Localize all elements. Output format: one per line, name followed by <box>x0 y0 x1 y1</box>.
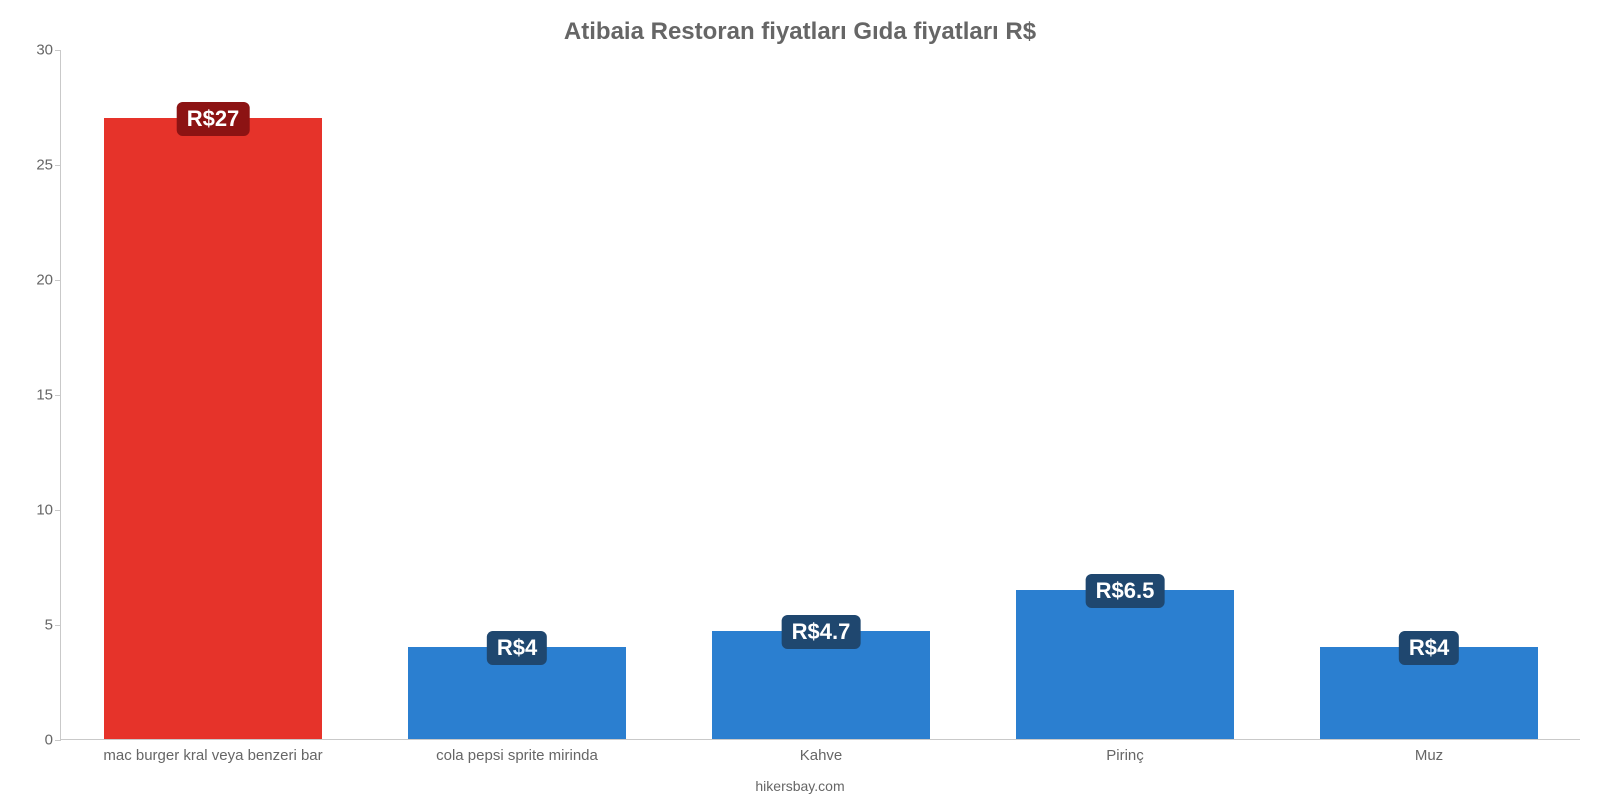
x-category-label: Muz <box>1415 747 1443 764</box>
y-tick-mark <box>55 280 61 281</box>
y-tick-label: 5 <box>21 617 53 634</box>
y-tick-mark <box>55 625 61 626</box>
chart-title: Atibaia Restoran fiyatları Gıda fiyatlar… <box>0 18 1600 46</box>
x-category-label: Kahve <box>800 747 843 764</box>
y-tick-mark <box>55 395 61 396</box>
x-category-label: Pirinç <box>1106 747 1144 764</box>
y-tick-mark <box>55 50 61 51</box>
price-bar-chart: Atibaia Restoran fiyatları Gıda fiyatlar… <box>0 0 1600 800</box>
bar-value-label: R$27 <box>177 102 250 136</box>
bar-value-label: R$4 <box>1399 631 1459 665</box>
y-tick-mark <box>55 740 61 741</box>
y-tick-label: 15 <box>21 387 53 404</box>
bar-value-label: R$6.5 <box>1086 574 1165 608</box>
y-tick-label: 20 <box>21 272 53 289</box>
y-tick-mark <box>55 510 61 511</box>
y-tick-label: 25 <box>21 157 53 174</box>
bar-value-label: R$4 <box>487 631 547 665</box>
bar <box>1016 590 1235 740</box>
plot-area: 051015202530R$27mac burger kral veya ben… <box>60 50 1580 740</box>
y-tick-mark <box>55 165 61 166</box>
y-tick-label: 10 <box>21 502 53 519</box>
x-category-label: cola pepsi sprite mirinda <box>436 747 598 764</box>
y-tick-label: 30 <box>21 42 53 59</box>
bar-value-label: R$4.7 <box>782 615 861 649</box>
y-tick-label: 0 <box>21 732 53 749</box>
chart-footer: hikersbay.com <box>0 778 1600 794</box>
x-category-label: mac burger kral veya benzeri bar <box>103 747 322 764</box>
bar <box>104 118 323 739</box>
